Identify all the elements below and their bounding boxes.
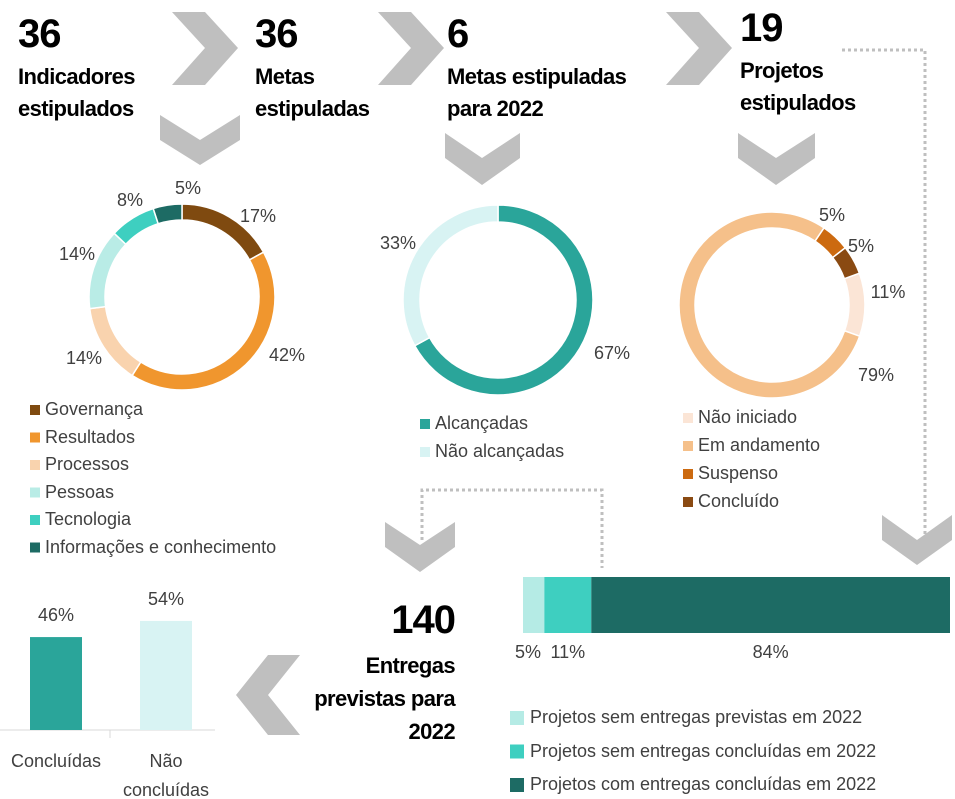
connector — [420, 488, 604, 568]
data-label: 11% — [550, 642, 586, 662]
headline-label: estipulados — [18, 96, 134, 121]
chevrons — [160, 12, 952, 735]
headline-number: 6 — [447, 12, 469, 56]
data-label: 17% — [239, 206, 277, 226]
data-label: 11% — [870, 282, 906, 302]
donut-segment — [113, 207, 160, 246]
legend-label: Tecnologia — [45, 509, 132, 529]
legend-swatch — [420, 419, 430, 429]
data-label: 46% — [37, 605, 75, 626]
donut-segment — [843, 272, 866, 338]
headline-label: para 2022 — [447, 96, 544, 121]
headline-label: estipulados — [740, 90, 856, 115]
headline-label: Metas estipuladas — [447, 64, 627, 89]
legend-label: Concluído — [698, 491, 780, 511]
x-tick-label: Concluídas — [10, 751, 102, 771]
legend-label: Resultados — [45, 426, 136, 447]
data-label: 5% — [514, 642, 542, 662]
legend-label: Suspenso — [698, 463, 779, 483]
chevron-down — [160, 115, 240, 165]
donut-segment — [678, 211, 861, 399]
legend-swatch — [510, 778, 524, 792]
chevron-right — [666, 12, 732, 85]
headline-label: 2022 — [408, 719, 455, 744]
data-label: 14% — [58, 244, 96, 264]
connectors — [420, 48, 927, 568]
legend-label: Projetos sem entregas previstas em 2022 — [530, 707, 863, 727]
legend-label: Não iniciado — [698, 407, 798, 427]
donut-segment — [831, 246, 861, 280]
chevron-down — [445, 133, 520, 185]
legend-swatch — [30, 542, 40, 553]
headline-label: estipuladas — [255, 96, 370, 121]
legend-label: Processos — [45, 454, 130, 474]
headline-label: Metas — [255, 64, 315, 89]
data-label: 8% — [116, 190, 144, 210]
bar-segment — [544, 577, 592, 633]
donut-segment — [413, 204, 594, 396]
data-label: 14% — [65, 348, 103, 368]
legend-label: Em andamento — [698, 435, 821, 455]
legend-swatch — [30, 487, 40, 498]
headline-label: previstas para — [314, 686, 455, 711]
headline-number: 36 — [255, 12, 298, 56]
data-label: 79% — [857, 365, 895, 385]
data-label: 42% — [268, 345, 306, 365]
legend-swatch — [30, 515, 40, 525]
legend-swatch — [510, 711, 524, 725]
chevron-down — [385, 522, 455, 572]
chevron-down — [738, 133, 815, 185]
data-label: 5% — [174, 178, 202, 198]
headline-label: Entregas — [365, 653, 456, 678]
legend-swatch — [30, 405, 40, 415]
data-label: 33% — [379, 233, 417, 253]
legend-label: Informações e conhecimento — [45, 536, 277, 557]
chevron-right — [378, 12, 444, 85]
bar-segment — [591, 577, 950, 633]
legend-swatch — [510, 744, 524, 759]
legend-swatch — [30, 460, 40, 470]
legend-swatch — [683, 469, 693, 479]
legend-label: Projetos sem entregas concluídas em 2022 — [530, 740, 877, 761]
bar — [30, 637, 82, 730]
legend-swatch — [683, 441, 693, 451]
bar — [140, 620, 192, 730]
legend-swatch — [683, 413, 693, 423]
legend-swatch — [683, 497, 693, 507]
headline-number: 140 — [391, 598, 456, 642]
chevron-down — [882, 515, 952, 565]
chevron-right — [172, 12, 238, 85]
headline-label: Projetos — [740, 58, 824, 83]
headline-number: 36 — [18, 12, 61, 56]
donut-segment — [131, 251, 276, 391]
legend-label: Governança — [45, 399, 144, 419]
donut-segment — [152, 203, 183, 225]
x-tick-label: Não concluídas — [122, 751, 210, 799]
data-label: 5% — [818, 205, 846, 225]
data-label: 67% — [593, 343, 631, 363]
data-label: 54% — [147, 588, 185, 609]
legend-label: Pessoas — [45, 481, 115, 502]
legend-label: Projetos com entregas concluídas em 2022 — [530, 774, 877, 794]
bar-segment — [523, 577, 545, 633]
data-label: 84% — [752, 642, 789, 662]
donut-segment — [402, 204, 499, 347]
legend-swatch — [420, 447, 430, 457]
legend-label: Não alcançadas — [435, 441, 565, 461]
legend-label: Alcançadas — [435, 413, 529, 433]
headline-label: Indicadores — [18, 64, 135, 89]
headline-number: 19 — [740, 6, 783, 50]
legend-swatch — [30, 432, 40, 443]
data-label: 5% — [847, 236, 875, 256]
chevron-left — [236, 655, 300, 735]
